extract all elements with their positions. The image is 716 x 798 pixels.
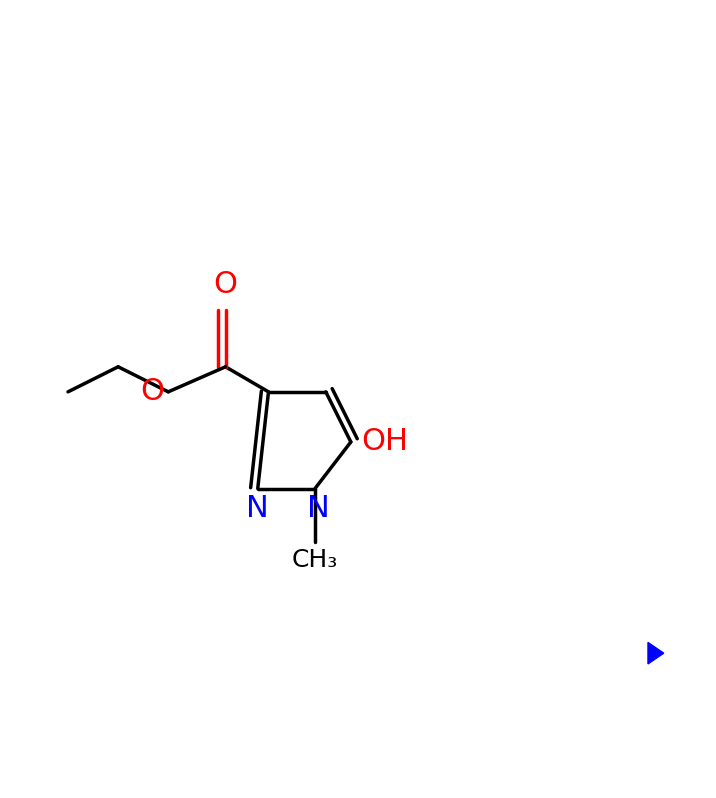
Text: N: N <box>246 494 269 523</box>
Text: CH₃: CH₃ <box>292 548 338 572</box>
Text: O: O <box>140 377 165 406</box>
Text: O: O <box>213 270 238 298</box>
Text: OH: OH <box>362 428 409 456</box>
Text: N: N <box>307 494 330 523</box>
Polygon shape <box>648 642 664 664</box>
